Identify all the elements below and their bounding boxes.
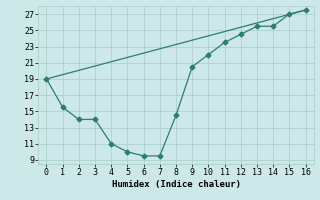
X-axis label: Humidex (Indice chaleur): Humidex (Indice chaleur) — [111, 180, 241, 189]
